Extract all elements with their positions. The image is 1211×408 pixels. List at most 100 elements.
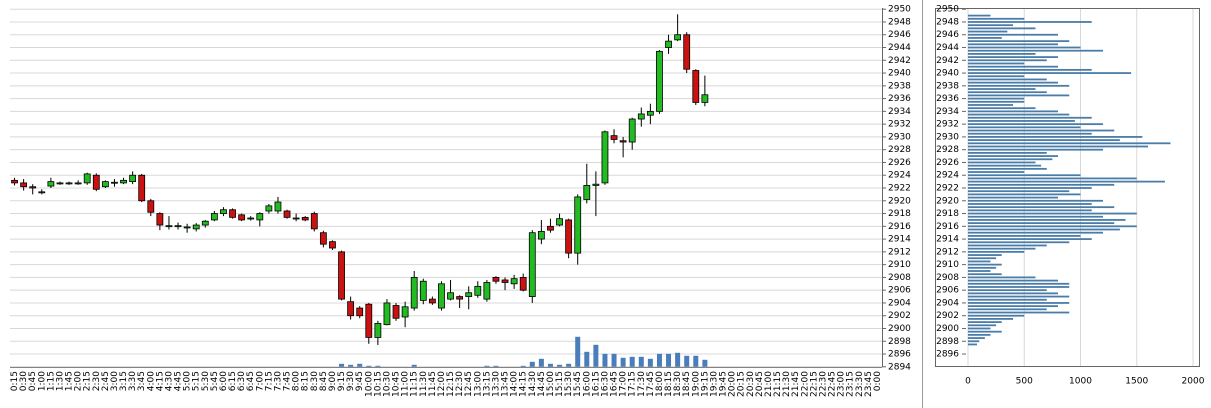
- candle-body: [220, 209, 227, 214]
- y-tick-label: 2944: [888, 43, 911, 53]
- candle-body: [265, 205, 273, 212]
- y-tick-label: 2942: [888, 56, 911, 66]
- candle-body: [674, 34, 682, 41]
- candle-body: [428, 298, 436, 304]
- y-tick-label: 2916: [936, 222, 959, 232]
- x-tick-label: 2000: [1182, 377, 1205, 387]
- profile-bar: [968, 234, 1081, 237]
- x-tick-label: 17:30: [637, 371, 647, 397]
- profile-bar: [968, 196, 1058, 199]
- y-tick-label: 2908: [936, 273, 959, 283]
- candle-body: [74, 182, 82, 185]
- candle-body: [410, 276, 418, 309]
- x-tick-label: 1:00: [37, 371, 47, 391]
- x-tick-label: 8:00: [292, 371, 302, 391]
- candle-body: [210, 213, 218, 221]
- candle-body: [646, 110, 654, 116]
- candle-body: [465, 292, 473, 297]
- x-tick-label: 16:30: [600, 371, 610, 397]
- profile-bar: [968, 212, 1137, 215]
- x-tick-label: 5:30: [201, 371, 211, 391]
- profile-bar: [968, 318, 1013, 320]
- x-tick-label: 7:45: [283, 371, 293, 391]
- y-tick-label: 2936: [888, 94, 911, 104]
- candle-body: [628, 118, 636, 143]
- candle-body: [519, 276, 527, 291]
- x-tick-label: 16:45: [610, 371, 620, 397]
- candle-body: [419, 280, 427, 301]
- x-tick-label: 17:15: [628, 371, 638, 397]
- candle-body: [456, 296, 464, 300]
- profile-bar: [968, 238, 1092, 240]
- profile-bar: [968, 126, 1081, 129]
- profile-bar: [968, 340, 980, 343]
- candle-body: [147, 200, 155, 213]
- y-tick-label: 2930: [888, 132, 911, 142]
- profile-bar: [968, 330, 1002, 333]
- x-tick-label: 14:15: [519, 371, 529, 397]
- x-tick-label: 1:45: [65, 371, 75, 391]
- x-tick-label: 1:30: [55, 371, 65, 391]
- volume-bar: [348, 364, 354, 367]
- candle-body: [537, 231, 545, 240]
- y-tick-label: 2922: [936, 184, 959, 194]
- volume-bar: [520, 365, 526, 367]
- profile-bar: [968, 247, 1036, 250]
- x-tick-label: 9:45: [355, 371, 365, 391]
- x-tick-label: 20:00: [728, 371, 738, 397]
- profile-bar: [968, 100, 1025, 103]
- candle-body: [256, 213, 264, 221]
- y-tick-label: 2930: [936, 132, 959, 142]
- x-tick-label: 3:15: [119, 371, 129, 391]
- candle-body: [474, 285, 482, 296]
- profile-bar: [968, 209, 1092, 212]
- volume-bar: [575, 336, 581, 367]
- candle-body: [38, 191, 46, 194]
- profile-bar: [968, 289, 1047, 292]
- x-tick-label: 18:45: [682, 371, 692, 397]
- x-tick-label: 0:30: [19, 371, 29, 391]
- profile-bar: [968, 263, 1002, 266]
- profile-bar: [968, 155, 1058, 157]
- profile-bar: [968, 40, 1070, 43]
- x-tick-label: 3:00: [110, 371, 120, 391]
- volume-bar: [411, 364, 417, 367]
- profile-bar: [968, 183, 1115, 186]
- volume-bar: [529, 361, 535, 367]
- x-tick-label: 13:45: [501, 371, 511, 397]
- y-tick-label: 2908: [888, 273, 911, 283]
- x-tick-label: 8:45: [319, 371, 329, 391]
- x-tick-label: 6:45: [246, 371, 256, 391]
- x-tick-label: 21:45: [791, 371, 801, 397]
- x-tick-label: 0: [965, 377, 971, 387]
- x-tick-label: 18:00: [655, 371, 665, 397]
- profile-bar: [968, 132, 1092, 135]
- profile-bar: [968, 164, 1042, 167]
- y-tick-label: 2918: [888, 209, 911, 219]
- profile-bar: [968, 302, 1070, 304]
- profile-bar: [968, 225, 1137, 228]
- candle-body: [383, 302, 391, 326]
- candle-body: [183, 226, 191, 229]
- x-tick-label: 9:30: [346, 371, 356, 391]
- profile-bar: [968, 203, 1092, 205]
- x-tick-label: 0:45: [28, 371, 38, 391]
- profile-bar: [968, 62, 1025, 65]
- x-tick-label: 16:00: [582, 371, 592, 397]
- y-tick-label: 2896: [888, 350, 911, 360]
- candle-body: [274, 201, 282, 212]
- volume-bar: [620, 357, 626, 367]
- profile-bar: [968, 222, 1115, 225]
- x-tick-label: 1500: [1125, 377, 1148, 387]
- candle-body: [692, 70, 700, 103]
- x-tick-label: 5:45: [210, 371, 220, 391]
- profile-bar: [968, 219, 1126, 221]
- y-tick-label: 2926: [936, 158, 959, 168]
- candle-body: [129, 174, 137, 183]
- profile-bar: [968, 21, 1092, 23]
- candle-body: [229, 209, 236, 218]
- candle-body: [637, 113, 645, 120]
- x-tick-label: 22:00: [800, 371, 810, 397]
- candle-body: [301, 216, 309, 221]
- volume-bar: [684, 355, 690, 367]
